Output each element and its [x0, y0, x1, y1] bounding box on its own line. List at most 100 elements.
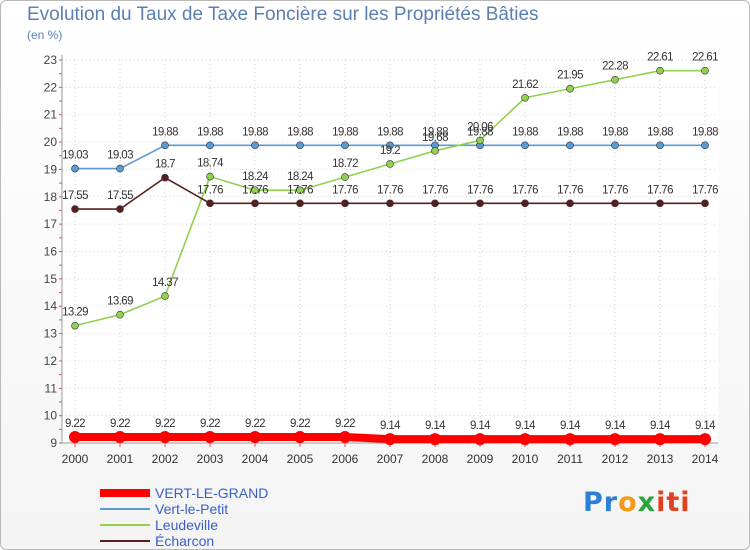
data-point-0 [474, 433, 486, 446]
data-point-1 [701, 141, 709, 150]
data-point-1 [206, 141, 214, 150]
data-label-0: 9.14 [380, 420, 401, 432]
data-label-2: 18.24 [287, 171, 314, 183]
data-point-0 [294, 430, 306, 443]
data-point-1 [341, 141, 349, 150]
data-point-0 [429, 433, 441, 446]
legend-label: Écharcon [155, 533, 215, 549]
data-label-3: 17.76 [242, 184, 268, 196]
data-point-2 [251, 186, 259, 195]
legend-item: Vert-le-Petit [100, 501, 360, 517]
legend-swatch [100, 508, 150, 510]
legend-swatch [100, 540, 150, 542]
data-label-0: 9.14 [560, 420, 581, 432]
data-label-3: 17.76 [692, 184, 718, 196]
data-point-0 [519, 433, 531, 446]
data-label-1: 19.03 [107, 150, 133, 162]
data-point-2 [386, 160, 394, 168]
data-point-0 [384, 433, 396, 446]
legend-item: VERT-LE-GRAND [100, 485, 360, 501]
y-tick-label: 12 [44, 354, 58, 368]
data-label-1: 19.88 [377, 126, 403, 138]
data-label-2: 18.72 [332, 158, 358, 170]
data-label-3: 17.76 [332, 184, 358, 196]
data-label-0: 9.14 [605, 420, 626, 432]
data-label-2: 18.74 [197, 158, 224, 170]
data-label-2: 18.24 [242, 171, 269, 183]
data-point-3 [116, 205, 124, 213]
legend-swatch [100, 489, 150, 497]
data-label-1: 19.88 [242, 126, 268, 138]
x-tick-label: 2006 [332, 452, 359, 466]
data-point-3 [251, 199, 259, 208]
data-label-2: 22.61 [692, 52, 718, 64]
data-label-2: 13.69 [107, 296, 133, 308]
data-label-3: 17.76 [467, 184, 493, 196]
data-label-2: 20.06 [467, 121, 493, 133]
data-point-2 [71, 321, 79, 330]
data-point-1 [386, 141, 394, 150]
data-label-1: 19.88 [512, 126, 538, 138]
data-label-0: 9.14 [425, 420, 446, 432]
data-point-3 [341, 199, 349, 208]
data-label-3: 17.76 [197, 184, 223, 196]
x-tick-label: 2013 [647, 452, 674, 466]
data-point-0 [564, 433, 576, 446]
x-tick-label: 2004 [242, 452, 269, 466]
logo-text-1: Pr [583, 487, 619, 518]
data-point-0 [609, 433, 621, 446]
data-point-2 [611, 75, 619, 84]
y-tick-label: 19 [44, 162, 58, 176]
data-label-0: 9.22 [110, 418, 130, 430]
logo-text-4: iti [656, 487, 691, 518]
data-label-2: 22.61 [647, 52, 673, 64]
y-tick-label: 16 [44, 245, 58, 259]
data-label-2: 22.28 [602, 61, 628, 73]
data-point-3 [71, 205, 79, 213]
legend: VERT-LE-GRAND Vert-le-Petit Leudeville Écha… [100, 485, 360, 549]
data-label-2: 19.68 [422, 132, 448, 144]
data-point-1 [656, 141, 664, 150]
legend-item: Écharcon [100, 533, 360, 549]
x-tick-label: 2014 [692, 452, 719, 466]
data-label-0: 9.14 [515, 420, 536, 432]
x-tick-label: 2001 [107, 452, 134, 466]
data-point-2 [116, 310, 124, 319]
legend-label: Vert-le-Petit [155, 501, 229, 517]
y-tick-label: 13 [44, 327, 58, 341]
data-label-1: 19.88 [287, 126, 313, 138]
data-point-2 [656, 66, 664, 75]
data-point-1 [161, 141, 169, 150]
data-label-0: 9.14 [695, 420, 716, 432]
x-tick-label: 2005 [287, 452, 314, 466]
data-point-2 [566, 84, 574, 93]
data-label-3: 17.55 [107, 190, 133, 202]
data-point-0 [249, 430, 261, 443]
y-tick-label: 17 [44, 217, 58, 231]
data-point-3 [521, 199, 529, 208]
chart-title: Evolution du Taux de Taxe Foncière sur l… [27, 4, 539, 25]
y-tick-label: 20 [44, 135, 58, 149]
data-label-3: 17.76 [647, 184, 673, 196]
data-label-0: 9.22 [200, 418, 220, 430]
data-point-2 [206, 172, 214, 181]
data-point-1 [71, 164, 79, 173]
data-label-1: 19.88 [647, 126, 673, 138]
data-label-3: 17.76 [422, 184, 448, 196]
data-point-0 [339, 430, 351, 443]
legend-item: Leudeville [100, 517, 360, 533]
data-label-3: 17.76 [377, 184, 403, 196]
data-point-3 [611, 199, 619, 208]
x-tick-label: 2003 [197, 452, 224, 466]
data-label-1: 19.88 [602, 126, 628, 138]
x-tick-label: 2009 [467, 452, 494, 466]
x-tick-label: 2002 [152, 452, 179, 466]
y-tick-label: 15 [44, 272, 58, 286]
data-point-2 [476, 136, 484, 145]
data-label-0: 9.22 [245, 418, 265, 430]
data-label-0: 9.14 [650, 420, 671, 432]
x-tick-label: 2008 [422, 452, 449, 466]
data-point-3 [656, 199, 664, 208]
data-label-1: 19.88 [467, 126, 493, 138]
